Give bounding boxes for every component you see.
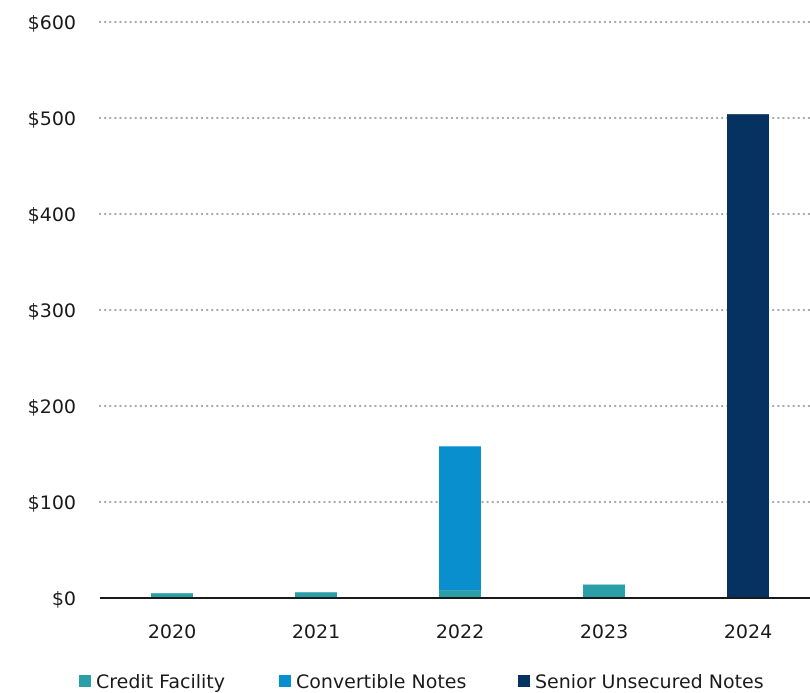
bar-credit-facility-2021 <box>295 592 337 598</box>
gridlines <box>98 20 810 504</box>
bar-credit-facility-2022 <box>439 590 481 598</box>
bar-convertible-notes-2022 <box>439 446 481 591</box>
bar-senior-unsecured-notes-2024 <box>727 114 769 598</box>
legend-swatch <box>279 675 291 687</box>
legend-swatch <box>79 675 91 687</box>
y-tick-label: $100 <box>28 492 76 514</box>
y-tick-label: $200 <box>28 396 76 418</box>
x-tick-label: 2022 <box>436 621 484 643</box>
x-axis-ticks: 2020 2021 2022 2023 2024 <box>148 621 772 643</box>
y-tick-label: $300 <box>28 300 76 322</box>
bar-credit-facility-2020 <box>151 593 193 598</box>
x-tick-label: 2020 <box>148 621 196 643</box>
legend-swatch <box>518 675 530 687</box>
y-tick-label: $0 <box>52 588 76 610</box>
y-tick-label: $400 <box>28 204 76 226</box>
x-tick-label: 2023 <box>580 621 628 643</box>
legend-label: Convertible Notes <box>296 671 466 693</box>
legend: Credit Facility Convertible Notes Senior U… <box>79 671 764 693</box>
legend-label: Credit Facility <box>96 671 225 693</box>
y-tick-label: $600 <box>28 12 76 34</box>
x-tick-label: 2021 <box>292 621 340 643</box>
y-tick-label: $500 <box>28 108 76 130</box>
legend-label: Senior Unsecured Notes <box>535 671 764 693</box>
x-tick-label: 2024 <box>724 621 772 643</box>
y-axis-ticks: $0 $100 $200 $300 $400 $500 $600 <box>28 12 76 610</box>
bars <box>151 114 769 598</box>
bar-credit-facility-2023 <box>583 584 625 598</box>
